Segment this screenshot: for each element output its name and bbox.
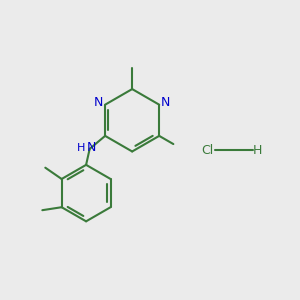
Text: N: N [86, 142, 96, 154]
Text: H: H [253, 143, 262, 157]
Text: N: N [161, 96, 170, 109]
Text: N: N [94, 96, 103, 109]
Text: H: H [77, 143, 86, 153]
Text: Cl: Cl [201, 143, 213, 157]
